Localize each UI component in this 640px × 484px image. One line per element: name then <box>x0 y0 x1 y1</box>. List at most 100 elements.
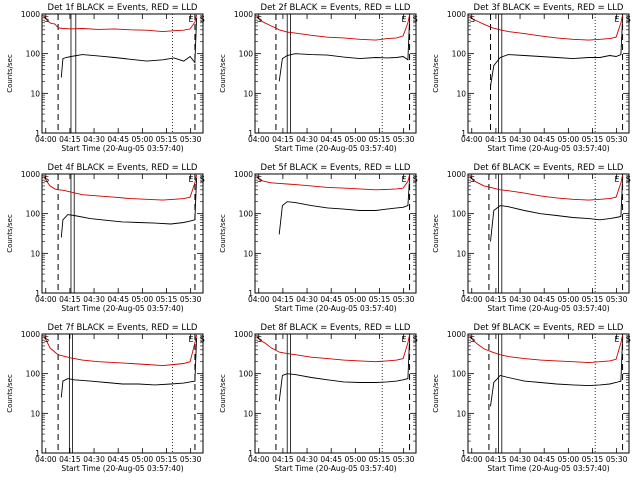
plot-frame <box>41 13 204 134</box>
plot-frame <box>41 333 204 454</box>
y-tick-label: 100 <box>239 210 254 219</box>
lld-series-line <box>256 334 411 363</box>
start-marker-label: S <box>44 15 49 24</box>
x-tick-label: 04:15 <box>485 295 507 304</box>
y-tick-label: 10 <box>243 409 253 418</box>
events-series-line <box>60 17 198 78</box>
y-tick-label: 1000 <box>234 330 253 339</box>
end-marker-label: E <box>189 175 194 184</box>
chart-title: Det 4f BLACK = Events, RED = LLD <box>48 163 198 173</box>
second-start-marker-label: S <box>413 15 418 24</box>
x-axis-label: Start Time (20-Aug-05 03:57:40) <box>61 464 183 473</box>
y-axis-label: Counts/sec <box>432 54 440 93</box>
events-series-line <box>490 337 624 407</box>
x-tick-label: 04:30 <box>509 455 531 464</box>
end-marker-label: E <box>615 335 620 344</box>
x-tick-label: 05:15 <box>582 135 604 144</box>
x-tick-label: 04:30 <box>509 135 531 144</box>
chart-title: Det 8f BLACK = Events, RED = LLD <box>261 323 411 333</box>
y-tick-label: 1 <box>248 449 253 458</box>
y-tick-label: 100 <box>26 210 41 219</box>
y-tick-label: 100 <box>239 50 254 59</box>
lld-series-line <box>256 174 411 191</box>
events-series-line <box>278 17 411 82</box>
x-tick-label: 04:00 <box>35 135 57 144</box>
y-axis-label: Counts/sec <box>432 374 440 413</box>
x-tick-label: 04:45 <box>107 455 129 464</box>
lld-series-line <box>43 14 198 33</box>
y-tick-label: 100 <box>452 50 467 59</box>
x-tick-label: 04:00 <box>35 295 57 304</box>
x-tick-label: 04:45 <box>107 135 129 144</box>
y-tick-label: 100 <box>452 370 467 379</box>
lld-series-line <box>469 174 624 201</box>
x-tick-label: 04:15 <box>59 135 81 144</box>
x-tick-label: 04:15 <box>272 455 294 464</box>
end-marker-label: E <box>189 15 194 24</box>
x-axis-label: Start Time (20-Aug-05 03:57:40) <box>274 304 396 313</box>
plot-frame <box>254 13 417 134</box>
lld-series-line <box>469 334 624 364</box>
x-tick-label: 05:15 <box>156 295 178 304</box>
end-marker-label: E <box>402 175 407 184</box>
start-marker-label: S <box>257 175 262 184</box>
x-axis-label: Start Time (20-Aug-05 03:57:40) <box>274 144 396 153</box>
detector-chart: Det 2f BLACK = Events, RED = LLD 1 10 100 10… <box>219 3 418 153</box>
chart-title: Det 9f BLACK = Events, RED = LLD <box>474 323 624 333</box>
x-tick-label: 05:15 <box>582 455 604 464</box>
y-axis-label: Counts/sec <box>6 214 14 253</box>
x-tick-label: 04:30 <box>296 295 318 304</box>
y-tick-label: 1000 <box>234 170 253 179</box>
x-tick-label: 04:00 <box>248 295 270 304</box>
end-marker-label: E <box>615 15 620 24</box>
detector-chart: Det 5f BLACK = Events, RED = LLD 1 10 100 10… <box>219 163 418 313</box>
events-series-line <box>60 177 198 238</box>
lld-series-line <box>256 14 411 41</box>
events-series-line <box>60 337 198 398</box>
start-marker-label: S <box>44 175 49 184</box>
y-tick-label: 1 <box>248 129 253 138</box>
x-tick-label: 05:00 <box>558 135 580 144</box>
y-tick-label: 1000 <box>447 10 466 19</box>
plot-frame <box>467 333 630 454</box>
second-start-marker-label: S <box>626 335 631 344</box>
x-tick-label: 04:15 <box>272 135 294 144</box>
y-tick-label: 1000 <box>447 170 466 179</box>
y-tick-label: 100 <box>26 370 41 379</box>
plot-frame <box>41 173 204 294</box>
second-start-marker-label: S <box>626 175 631 184</box>
end-marker-label: E <box>189 335 194 344</box>
x-axis-label: Start Time (20-Aug-05 03:57:40) <box>61 144 183 153</box>
x-tick-label: 05:15 <box>369 455 391 464</box>
y-tick-label: 10 <box>30 409 40 418</box>
y-tick-label: 1000 <box>447 330 466 339</box>
x-axis-label: Start Time (20-Aug-05 03:57:40) <box>61 304 183 313</box>
plot-frame <box>254 333 417 454</box>
chart-title: Det 6f BLACK = Events, RED = LLD <box>474 163 624 173</box>
lld-series-line <box>43 334 198 367</box>
y-tick-label: 10 <box>243 249 253 258</box>
x-tick-label: 04:15 <box>59 295 81 304</box>
x-tick-label: 04:45 <box>320 455 342 464</box>
second-start-marker-label: S <box>200 335 205 344</box>
x-tick-label: 05:00 <box>345 135 367 144</box>
x-tick-label: 04:45 <box>533 295 555 304</box>
x-tick-label: 05:00 <box>132 455 154 464</box>
second-start-marker-label: S <box>413 175 418 184</box>
x-tick-label: 05:00 <box>558 455 580 464</box>
y-tick-label: 10 <box>456 89 466 98</box>
second-start-marker-label: S <box>626 15 631 24</box>
lld-series-line <box>469 14 624 41</box>
detector-panel: Det 6f BLACK = Events, RED = LLD 1 10 100 10… <box>426 160 639 320</box>
plot-frame <box>467 13 630 134</box>
events-series-line <box>278 337 411 402</box>
y-tick-label: 1000 <box>21 10 40 19</box>
y-axis-label: Counts/sec <box>219 374 227 413</box>
x-tick-label: 05:30 <box>180 295 202 304</box>
x-tick-label: 05:30 <box>606 295 628 304</box>
chart-title: Det 3f BLACK = Events, RED = LLD <box>474 3 624 13</box>
x-tick-label: 04:30 <box>83 135 105 144</box>
detector-chart: Det 1f BLACK = Events, RED = LLD 1 10 100 10… <box>6 3 205 153</box>
x-tick-label: 04:30 <box>296 135 318 144</box>
